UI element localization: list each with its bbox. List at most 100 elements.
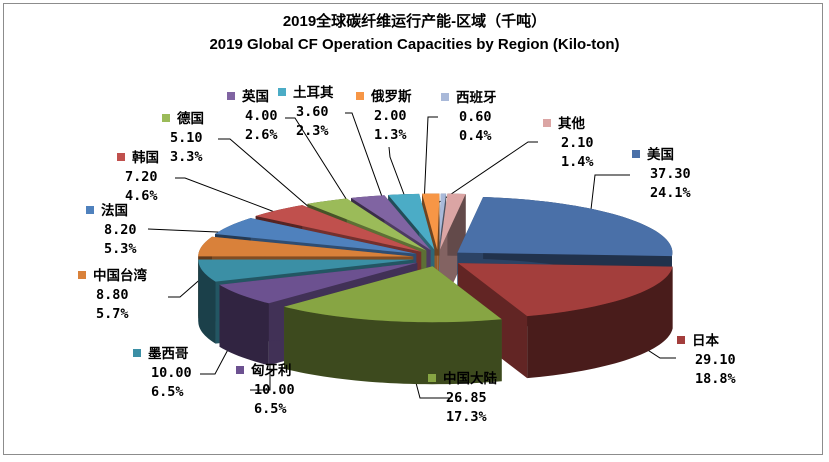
leader-line [218,138,311,209]
legend-swatch [543,119,551,127]
slice-value: 8.20 [104,222,137,238]
chart-title: 2019全球碳纤维运行产能-区域（千吨） [282,13,547,30]
slice-percent: 5.3% [104,241,137,257]
data-label: 中国大陆 26.85 17.3% [428,370,497,427]
slice-top [284,266,502,323]
slice-percent: 17.3% [446,409,487,425]
data-label: 韩国 7.20 4.6% [117,149,159,206]
slice-name: 美国 [647,147,674,163]
slice-percent: 1.4% [561,154,594,170]
pie-slice-2 [284,266,502,385]
chart-area [3,3,823,455]
slice-value: 4.00 [245,108,278,124]
slice-top [388,193,435,250]
slice-value: 7.20 [125,169,158,185]
slice-top [307,198,427,251]
data-label: 英国 4.00 2.6% [227,88,278,145]
slice-name: 俄罗斯 [371,89,412,105]
leader-line [345,112,386,206]
slice-side [527,266,673,379]
slice-side [284,306,502,385]
legend-swatch [441,93,449,101]
slice-percent: 2.3% [296,123,329,139]
slice-name: 英国 [242,89,269,105]
slice-value: 0.60 [459,109,492,125]
slice-side [219,284,269,366]
leader-lines [147,112,676,399]
slice-name: 其他 [558,116,585,132]
slice-name: 中国台湾 [93,268,147,284]
slice-percent: 18.8% [695,371,736,387]
data-label: 西班牙 0.60 0.4% [441,89,497,146]
slice-name: 西班牙 [456,90,497,106]
slice-top [214,218,417,254]
slice-top [458,263,673,317]
slice-name: 法国 [101,203,128,219]
data-label: 中国台湾 8.80 5.7% [78,267,147,324]
data-label: 俄罗斯 2.00 1.3% [356,88,412,145]
legend-swatch [677,336,685,344]
slice-top [438,193,447,250]
data-label: 法国 8.20 5.3% [86,202,137,259]
legend-swatch [133,349,141,357]
slice-percent: 2.6% [245,127,278,143]
slice-name: 韩国 [132,150,159,166]
legend-swatch [632,150,640,158]
slice-percent: 1.3% [374,127,407,143]
data-label: 日本 29.10 18.8% [677,332,736,389]
data-label: 墨西哥 10.00 6.5% [133,345,192,402]
slice-value: 3.60 [296,104,329,120]
slice-value: 26.85 [446,390,487,406]
slice-value: 2.10 [561,135,594,151]
data-label: 土耳其 3.60 2.3% [278,84,334,141]
slice-percent: 0.4% [459,128,492,144]
slice-value: 8.80 [96,287,129,303]
legend-swatch [162,114,170,122]
slice-top [198,259,414,282]
data-label: 其他 2.10 1.4% [543,115,594,172]
slice-value: 10.00 [151,365,192,381]
slice-top [255,205,422,252]
slice-value: 10.00 [254,382,295,398]
slice-percent: 24.1% [650,185,691,201]
slice-value: 5.10 [170,130,203,146]
slice-top [439,193,466,250]
slice-name: 日本 [692,333,719,349]
slice-top [457,197,673,257]
slice-side [198,259,216,344]
leader-line [589,174,630,219]
slice-name: 土耳其 [293,85,334,101]
slice-name: 德国 [177,111,204,127]
slice-top [422,193,440,250]
slice-percent: 5.7% [96,306,129,322]
data-label: 德国 5.10 3.3% [162,110,204,167]
slice-value: 2.00 [374,108,407,124]
slice-name: 中国大陆 [443,371,497,387]
slice-top [198,236,414,257]
data-label: 美国 37.30 24.1% [632,146,691,203]
leader-line [423,116,438,206]
slice-percent: 6.5% [151,384,184,400]
slice-name: 墨西哥 [148,346,189,362]
slice-name: 匈牙利 [251,363,292,379]
leader-line [388,146,409,206]
slice-value: 37.30 [650,166,691,182]
legend-swatch [117,153,125,161]
legend-swatch [86,206,94,214]
slice-top [219,262,418,304]
data-label: 匈牙利 10.00 6.5% [236,362,295,419]
leader-line [434,141,538,206]
slice-percent: 3.3% [170,149,203,165]
legend-swatch [428,374,436,382]
legend-swatch [78,271,86,279]
legend-swatch [236,366,244,374]
chart-subtitle: 2019 Global CF Operation Capacities by R… [209,36,620,53]
leader-line [285,117,351,206]
leader-line [175,177,281,215]
legend-swatch [278,88,286,96]
slice-top [351,195,431,250]
slice-percent: 4.6% [125,188,158,204]
legend-swatch [356,92,364,100]
slice-value: 29.10 [695,352,736,368]
